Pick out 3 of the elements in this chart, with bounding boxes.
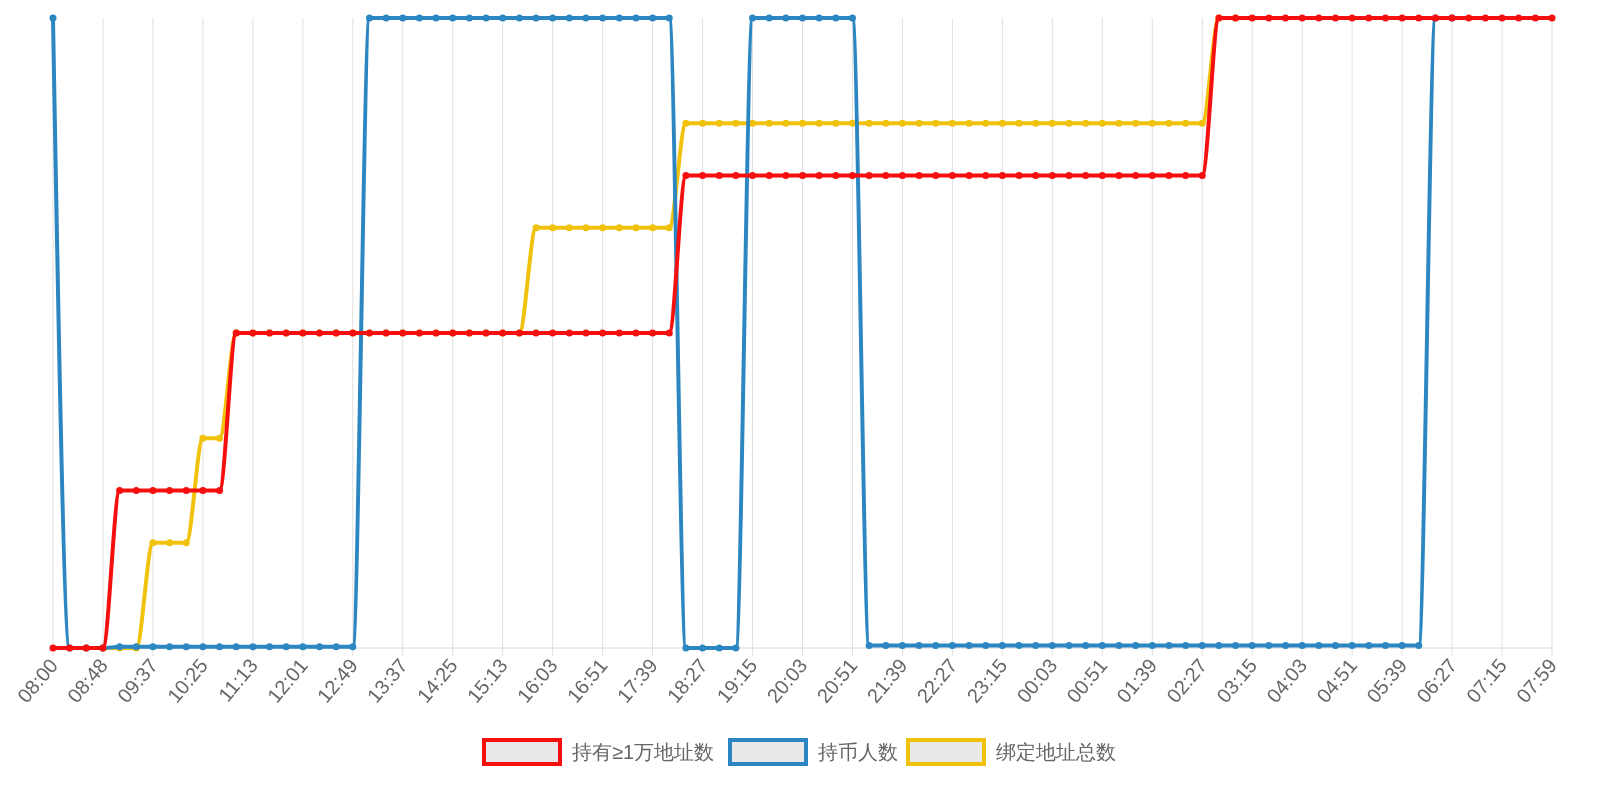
legend-label: 持币人数 — [818, 741, 898, 763]
legend-label: 绑定地址总数 — [996, 741, 1116, 763]
legend-label: 持有≥1万地址数 — [572, 741, 715, 763]
